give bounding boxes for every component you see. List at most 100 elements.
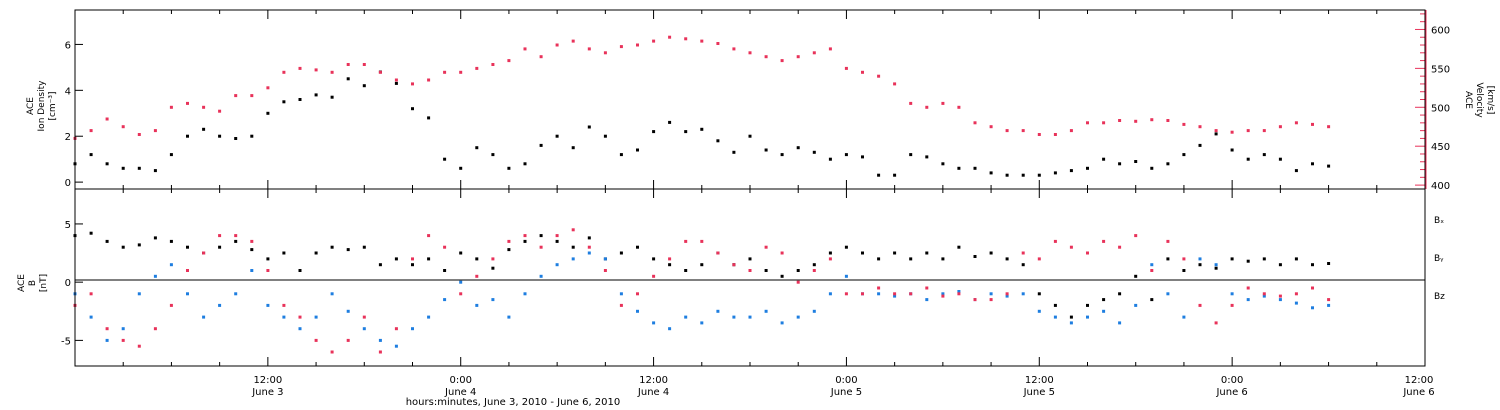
data-point-s0-63 — [1086, 166, 1089, 170]
bottom-ylabel-line3: [nT] — [39, 274, 49, 292]
data-point-s0-18 — [362, 84, 366, 88]
data-point-s2-12 — [266, 269, 270, 272]
data-point-s0-40 — [716, 139, 720, 143]
data-point-s1-9 — [218, 303, 222, 307]
data-point-s0-53 — [925, 251, 929, 255]
x-tick-day-6: June 6 — [1402, 387, 1434, 398]
data-point-s0-44 — [780, 153, 784, 157]
data-point-s0-8 — [202, 127, 206, 131]
data-point-s2-69 — [1182, 257, 1186, 261]
data-point-s2-44 — [780, 251, 784, 255]
data-point-s2-41 — [732, 263, 736, 267]
data-point-s0-49 — [861, 155, 864, 159]
data-point-s0-57 — [989, 251, 993, 255]
legend-bz: Bz — [1434, 292, 1445, 302]
data-point-s1-23 — [443, 298, 447, 302]
data-point-s1-25 — [475, 66, 479, 70]
data-point-s0-13 — [282, 251, 286, 255]
data-point-s1-57 — [989, 292, 993, 296]
data-point-s1-37 — [668, 327, 672, 331]
data-point-s0-10 — [234, 239, 238, 243]
data-point-s0-20 — [394, 257, 398, 261]
data-point-s1-26 — [491, 63, 495, 66]
data-point-s2-45 — [796, 280, 800, 284]
data-point-s2-29 — [539, 245, 543, 249]
data-point-s2-11 — [250, 239, 254, 243]
data-point-s1-25 — [475, 303, 479, 307]
data-point-s2-21 — [411, 257, 414, 261]
data-point-s0-23 — [443, 157, 447, 161]
data-point-s0-66 — [1134, 160, 1138, 163]
data-point-s1-74 — [1262, 294, 1266, 298]
data-point-s2-10 — [234, 234, 238, 238]
data-point-s0-28 — [523, 239, 527, 243]
data-point-s0-39 — [700, 263, 704, 267]
data-point-s1-49 — [861, 70, 864, 74]
data-point-s1-8 — [202, 105, 206, 109]
data-point-s0-32 — [587, 236, 591, 240]
data-point-s1-33 — [603, 51, 607, 55]
data-point-s0-15 — [314, 251, 318, 255]
x-tick-day-2: June 4 — [637, 387, 669, 398]
data-point-s1-54 — [941, 292, 945, 296]
top-ylabel-line3: [cm⁻³] — [48, 91, 58, 120]
data-point-s0-1 — [89, 231, 93, 235]
data-point-s0-76 — [1294, 257, 1298, 261]
data-point-s0-27 — [507, 166, 511, 170]
data-point-s0-38 — [684, 130, 688, 134]
data-point-s1-51 — [893, 294, 897, 298]
top-x-axis-ticks — [74, 10, 1426, 189]
data-point-s0-3 — [121, 245, 125, 249]
data-point-s0-24 — [459, 166, 463, 170]
data-point-s1-45 — [796, 315, 800, 319]
data-point-s0-48 — [844, 153, 848, 157]
data-point-s0-45 — [796, 146, 800, 150]
data-point-s1-36 — [652, 39, 656, 43]
data-point-s0-49 — [861, 251, 864, 255]
data-point-s0-67 — [1150, 298, 1154, 302]
top-panel-points — [73, 35, 1331, 177]
data-point-s1-71 — [1214, 129, 1218, 133]
data-point-s2-58 — [1005, 292, 1009, 296]
data-point-s0-3 — [121, 166, 125, 170]
top-panel: 0 2 4 6 400 450 500 550 600 ACE Ion Density [cm… — [26, 9, 1495, 192]
data-point-s1-53 — [925, 298, 929, 302]
data-point-s1-34 — [619, 45, 623, 49]
data-point-s1-18 — [362, 327, 366, 331]
data-point-s1-66 — [1134, 303, 1138, 307]
data-point-s1-21 — [411, 82, 414, 86]
data-point-s1-58 — [1005, 129, 1009, 133]
data-point-s1-76 — [1294, 121, 1298, 125]
data-point-s2-42 — [748, 269, 752, 272]
data-point-s1-16 — [330, 292, 334, 296]
data-point-s0-26 — [491, 153, 495, 157]
data-point-s0-7 — [186, 134, 189, 138]
top-y2tick-label-2: 500 — [1431, 103, 1450, 114]
data-point-s0-60 — [1037, 292, 1041, 296]
data-point-s1-22 — [427, 315, 431, 319]
data-point-s1-2 — [105, 117, 109, 121]
data-point-s2-15 — [314, 338, 318, 342]
top-y2label-line1: ACE — [1463, 91, 1473, 109]
data-point-s2-51 — [893, 292, 897, 296]
data-point-s0-44 — [780, 274, 784, 278]
data-point-s1-56 — [973, 121, 977, 125]
data-point-s1-7 — [186, 292, 189, 296]
data-point-s0-32 — [587, 125, 591, 129]
data-point-s0-64 — [1102, 298, 1106, 302]
data-point-s0-36 — [652, 130, 656, 134]
data-point-s1-43 — [764, 55, 768, 59]
data-point-s1-73 — [1246, 298, 1250, 302]
data-point-s1-46 — [812, 51, 816, 55]
data-point-s1-15 — [314, 68, 318, 72]
top-ytick-label-2: 4 — [65, 86, 71, 97]
data-point-s0-67 — [1150, 166, 1154, 170]
data-point-s1-31 — [571, 257, 575, 261]
legend-bx: Bₓ — [1434, 216, 1444, 226]
data-point-s0-72 — [1230, 148, 1234, 152]
x-tick-time-4: 12:00 — [1025, 375, 1054, 386]
data-point-s1-71 — [1214, 263, 1218, 267]
data-point-s2-60 — [1037, 257, 1041, 261]
data-point-s2-54 — [941, 294, 945, 298]
data-point-s0-52 — [909, 257, 913, 261]
